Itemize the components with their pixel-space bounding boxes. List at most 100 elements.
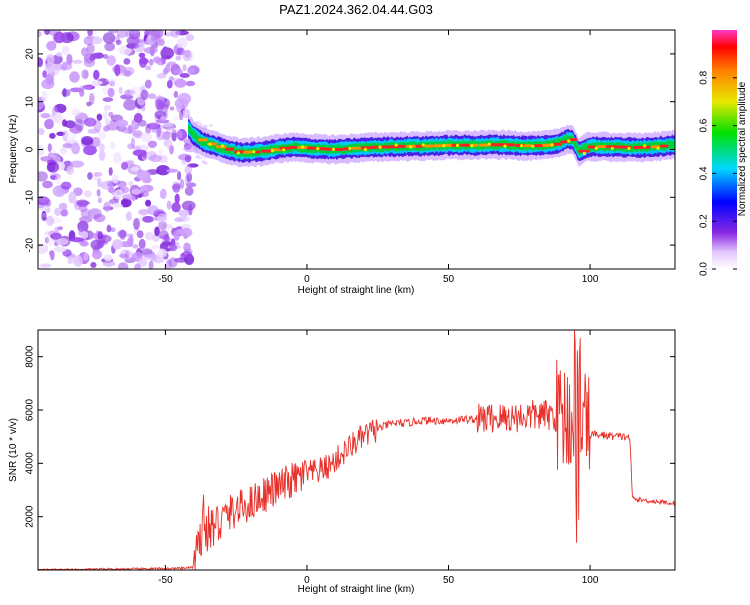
heatmap-noise-blob: [142, 150, 147, 158]
heatmap-noise-blob: [169, 106, 175, 111]
heatmap-noise-blob: [41, 90, 48, 102]
heatmap-noise-blob: [62, 130, 69, 142]
heatmap-noise-blob: [83, 117, 97, 127]
heatmap-noise-blob: [182, 64, 187, 72]
heatmap-y-tick-label: -10: [25, 190, 36, 205]
heatmap-noise-blob: [104, 118, 111, 125]
heatmap-noise-blob: [103, 108, 108, 120]
heatmap-noise-blob: [73, 255, 83, 267]
ridge-accent: [487, 142, 491, 146]
heatmap-noise-blob: [159, 188, 167, 200]
ridge-accent: [442, 144, 446, 148]
heatmap-noise-blob: [171, 202, 181, 213]
heatmap-noise-blob: [38, 31, 42, 38]
heatmap-noise-blob: [172, 183, 181, 193]
heatmap-noise-blob: [173, 68, 183, 75]
heatmap-noise-blob: [144, 254, 155, 260]
heatmap-noise-blob: [96, 240, 105, 249]
heatmap-noise-blob: [81, 69, 89, 80]
heatmap-noise-blob: [108, 167, 113, 176]
heatmap-noise-blob: [69, 124, 83, 134]
heatmap-noise-blob: [129, 86, 143, 98]
heatmap-noise-blob: [181, 251, 193, 259]
ridge-accent: [567, 139, 571, 143]
heatmap-noise-blob: [118, 86, 123, 95]
heatmap-noise-blob: [39, 263, 52, 268]
heatmap-noise-blob: [71, 108, 81, 117]
heatmap-noise-blob: [58, 202, 68, 210]
colorbar-tick-label: 0.6: [699, 118, 710, 132]
colorbar: 0.0 0.2 0.4 0.6 0.8 Normalized spectral ampl…: [699, 30, 748, 276]
heatmap-noise-blob: [74, 118, 84, 131]
heatmap-noise-blob: [173, 229, 180, 241]
heatmap-noise-blob: [187, 65, 200, 75]
heatmap-noise-blob: [128, 180, 134, 187]
heatmap-noise-blob: [40, 112, 51, 119]
colorbar-label: Normalized spectral amplitude: [737, 81, 748, 216]
heatmap-noise-blob: [111, 203, 124, 208]
heatmap-noise-blob: [96, 113, 103, 121]
heatmap-noise-blob: [98, 149, 106, 161]
ridge-accent: [301, 145, 305, 149]
heatmap-noise-blob: [161, 133, 171, 140]
heatmap-noise-blob: [149, 154, 162, 163]
heatmap-noise-blob: [144, 232, 154, 241]
heatmap-noise-blob: [172, 116, 179, 122]
heatmap-noise-blob: [165, 259, 172, 269]
heatmap-noise-blob: [179, 178, 185, 190]
heatmap-noise-blob: [146, 122, 161, 130]
heatmap-noise-blob: [185, 80, 196, 87]
heatmap-noise-blob: [56, 131, 65, 136]
heatmap-noise-blob: [83, 252, 89, 261]
heatmap-noise-blob: [147, 30, 158, 36]
heatmap-x-tick-label: 0: [304, 274, 310, 285]
heatmap-noise-blob: [102, 54, 109, 59]
heatmap-noise-blob: [62, 143, 73, 149]
heatmap-noise-blob: [59, 146, 67, 155]
ridge-accent: [470, 144, 474, 148]
ridge-accent: [503, 144, 507, 148]
heatmap-noise-blob: [188, 204, 193, 216]
heatmap-noise-blob: [148, 260, 154, 269]
snr-frame: [37, 329, 676, 571]
heatmap-noise-blob: [161, 46, 169, 57]
heatmap-noise-blob: [105, 78, 118, 83]
heatmap-noise-blob: [103, 104, 111, 111]
heatmap-noise-blob: [102, 32, 116, 44]
heatmap-noise-blob: [69, 71, 80, 83]
heatmap-noise-blob: [174, 78, 187, 88]
heatmap-noise-blob: [147, 205, 159, 216]
heatmap-noise-blob: [155, 99, 165, 111]
heatmap-noise-blob: [117, 262, 129, 269]
heatmap-noise-blob: [62, 61, 68, 67]
heatmap-noise-blob: [79, 216, 93, 223]
ridge-accent: [221, 144, 225, 148]
heatmap-noise-blob: [38, 243, 49, 254]
ridge-accent: [208, 142, 212, 146]
heatmap-noise-blob: [62, 87, 67, 98]
heatmap-noise-blob: [86, 101, 92, 107]
heatmap-noise-blob: [179, 73, 190, 78]
heatmap-noise-blob: [163, 138, 173, 148]
heatmap-noise-blob: [157, 248, 168, 258]
heatmap-noise-blob: [102, 260, 116, 267]
heatmap-noise-blob: [117, 230, 128, 238]
heatmap-noise-blob: [184, 186, 194, 196]
heatmap-noise-blob: [42, 70, 47, 78]
heatmap-noise-blob: [96, 189, 101, 197]
heatmap-noise-blob: [55, 52, 63, 57]
heatmap-noise-blob: [125, 211, 132, 221]
heatmap-noise-blob: [60, 181, 72, 190]
snr-x-tick-label: 50: [443, 575, 455, 586]
heatmap-noise-blob: [99, 143, 105, 151]
heatmap-noise-blob: [166, 79, 173, 89]
heatmap-noise-blob: [164, 64, 171, 73]
heatmap-noise-blob: [124, 89, 134, 97]
ridge-accent: [409, 145, 413, 149]
heatmap-noise-blob: [177, 171, 182, 181]
snr-line: [38, 330, 675, 570]
heatmap-noise-blob: [131, 122, 136, 128]
heatmap-noise-blob: [38, 144, 45, 156]
snr-x-axis-label: Height of straight line (km): [298, 584, 415, 595]
heatmap-noise-blob: [109, 227, 116, 233]
